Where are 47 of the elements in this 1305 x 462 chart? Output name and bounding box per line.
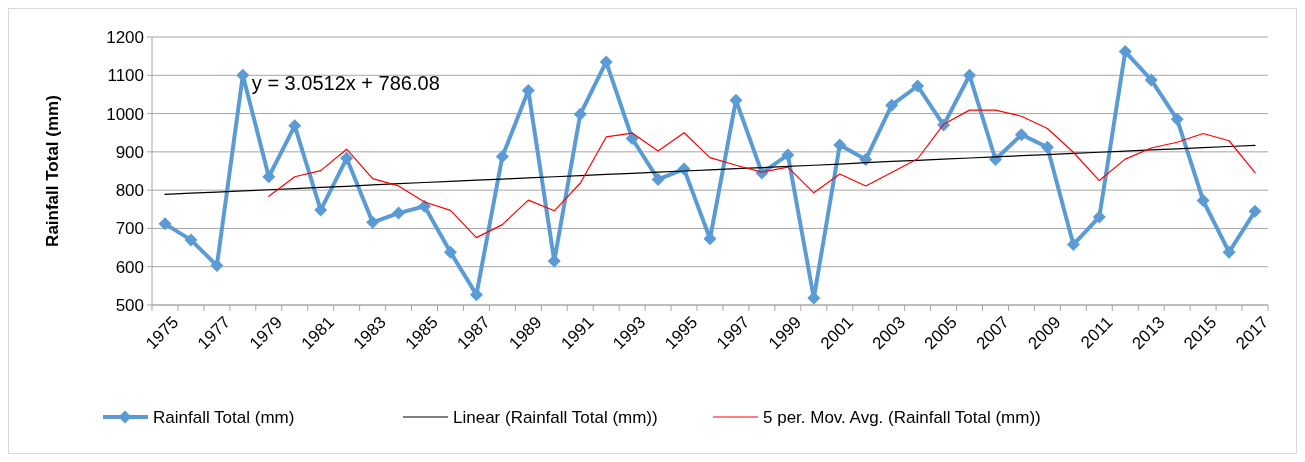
point xyxy=(885,98,899,112)
point xyxy=(963,68,977,82)
point xyxy=(340,151,354,165)
y-tick-label: 1200 xyxy=(106,27,144,47)
point xyxy=(262,170,276,184)
point xyxy=(158,217,172,231)
y-tick-label: 700 xyxy=(115,219,144,239)
point xyxy=(288,119,302,133)
y-tick-label: 900 xyxy=(115,142,144,162)
point xyxy=(236,68,250,82)
point xyxy=(443,245,457,259)
point xyxy=(1144,73,1158,87)
point xyxy=(392,206,406,220)
point xyxy=(703,232,717,246)
point xyxy=(314,203,328,217)
point xyxy=(495,149,509,163)
legend-label: Rainfall Total (mm) xyxy=(153,407,295,427)
point xyxy=(184,233,198,247)
point xyxy=(1040,140,1054,154)
point xyxy=(1248,204,1262,218)
point xyxy=(418,199,432,213)
point xyxy=(781,148,795,162)
y-axis-title: Rainfall Total (mm) xyxy=(43,95,62,247)
y-tick-label: 800 xyxy=(115,181,144,201)
point xyxy=(1092,210,1106,224)
point xyxy=(1014,128,1028,142)
point xyxy=(859,153,873,167)
legend-label: 5 per. Mov. Avg. (Rainfall Total (mm)) xyxy=(763,407,1041,427)
point xyxy=(366,215,380,229)
legend-label: Linear (Rainfall Total (mm)) xyxy=(453,407,658,427)
point xyxy=(911,79,925,93)
y-tick-label: 500 xyxy=(115,295,144,315)
point xyxy=(1170,112,1184,126)
annotation: y = 3.0512x + 786.08 xyxy=(251,71,440,94)
y-tick-label: 1100 xyxy=(107,66,144,86)
y-tick-label: 1000 xyxy=(106,104,144,124)
y-tick-label: 600 xyxy=(115,257,144,277)
line-series xyxy=(268,109,1256,239)
point xyxy=(1118,45,1132,59)
point xyxy=(210,259,224,273)
point xyxy=(1066,238,1080,252)
point xyxy=(1222,245,1236,259)
point xyxy=(651,172,665,186)
point xyxy=(573,107,587,121)
point xyxy=(833,138,847,152)
point xyxy=(599,55,613,69)
point xyxy=(1196,193,1210,207)
